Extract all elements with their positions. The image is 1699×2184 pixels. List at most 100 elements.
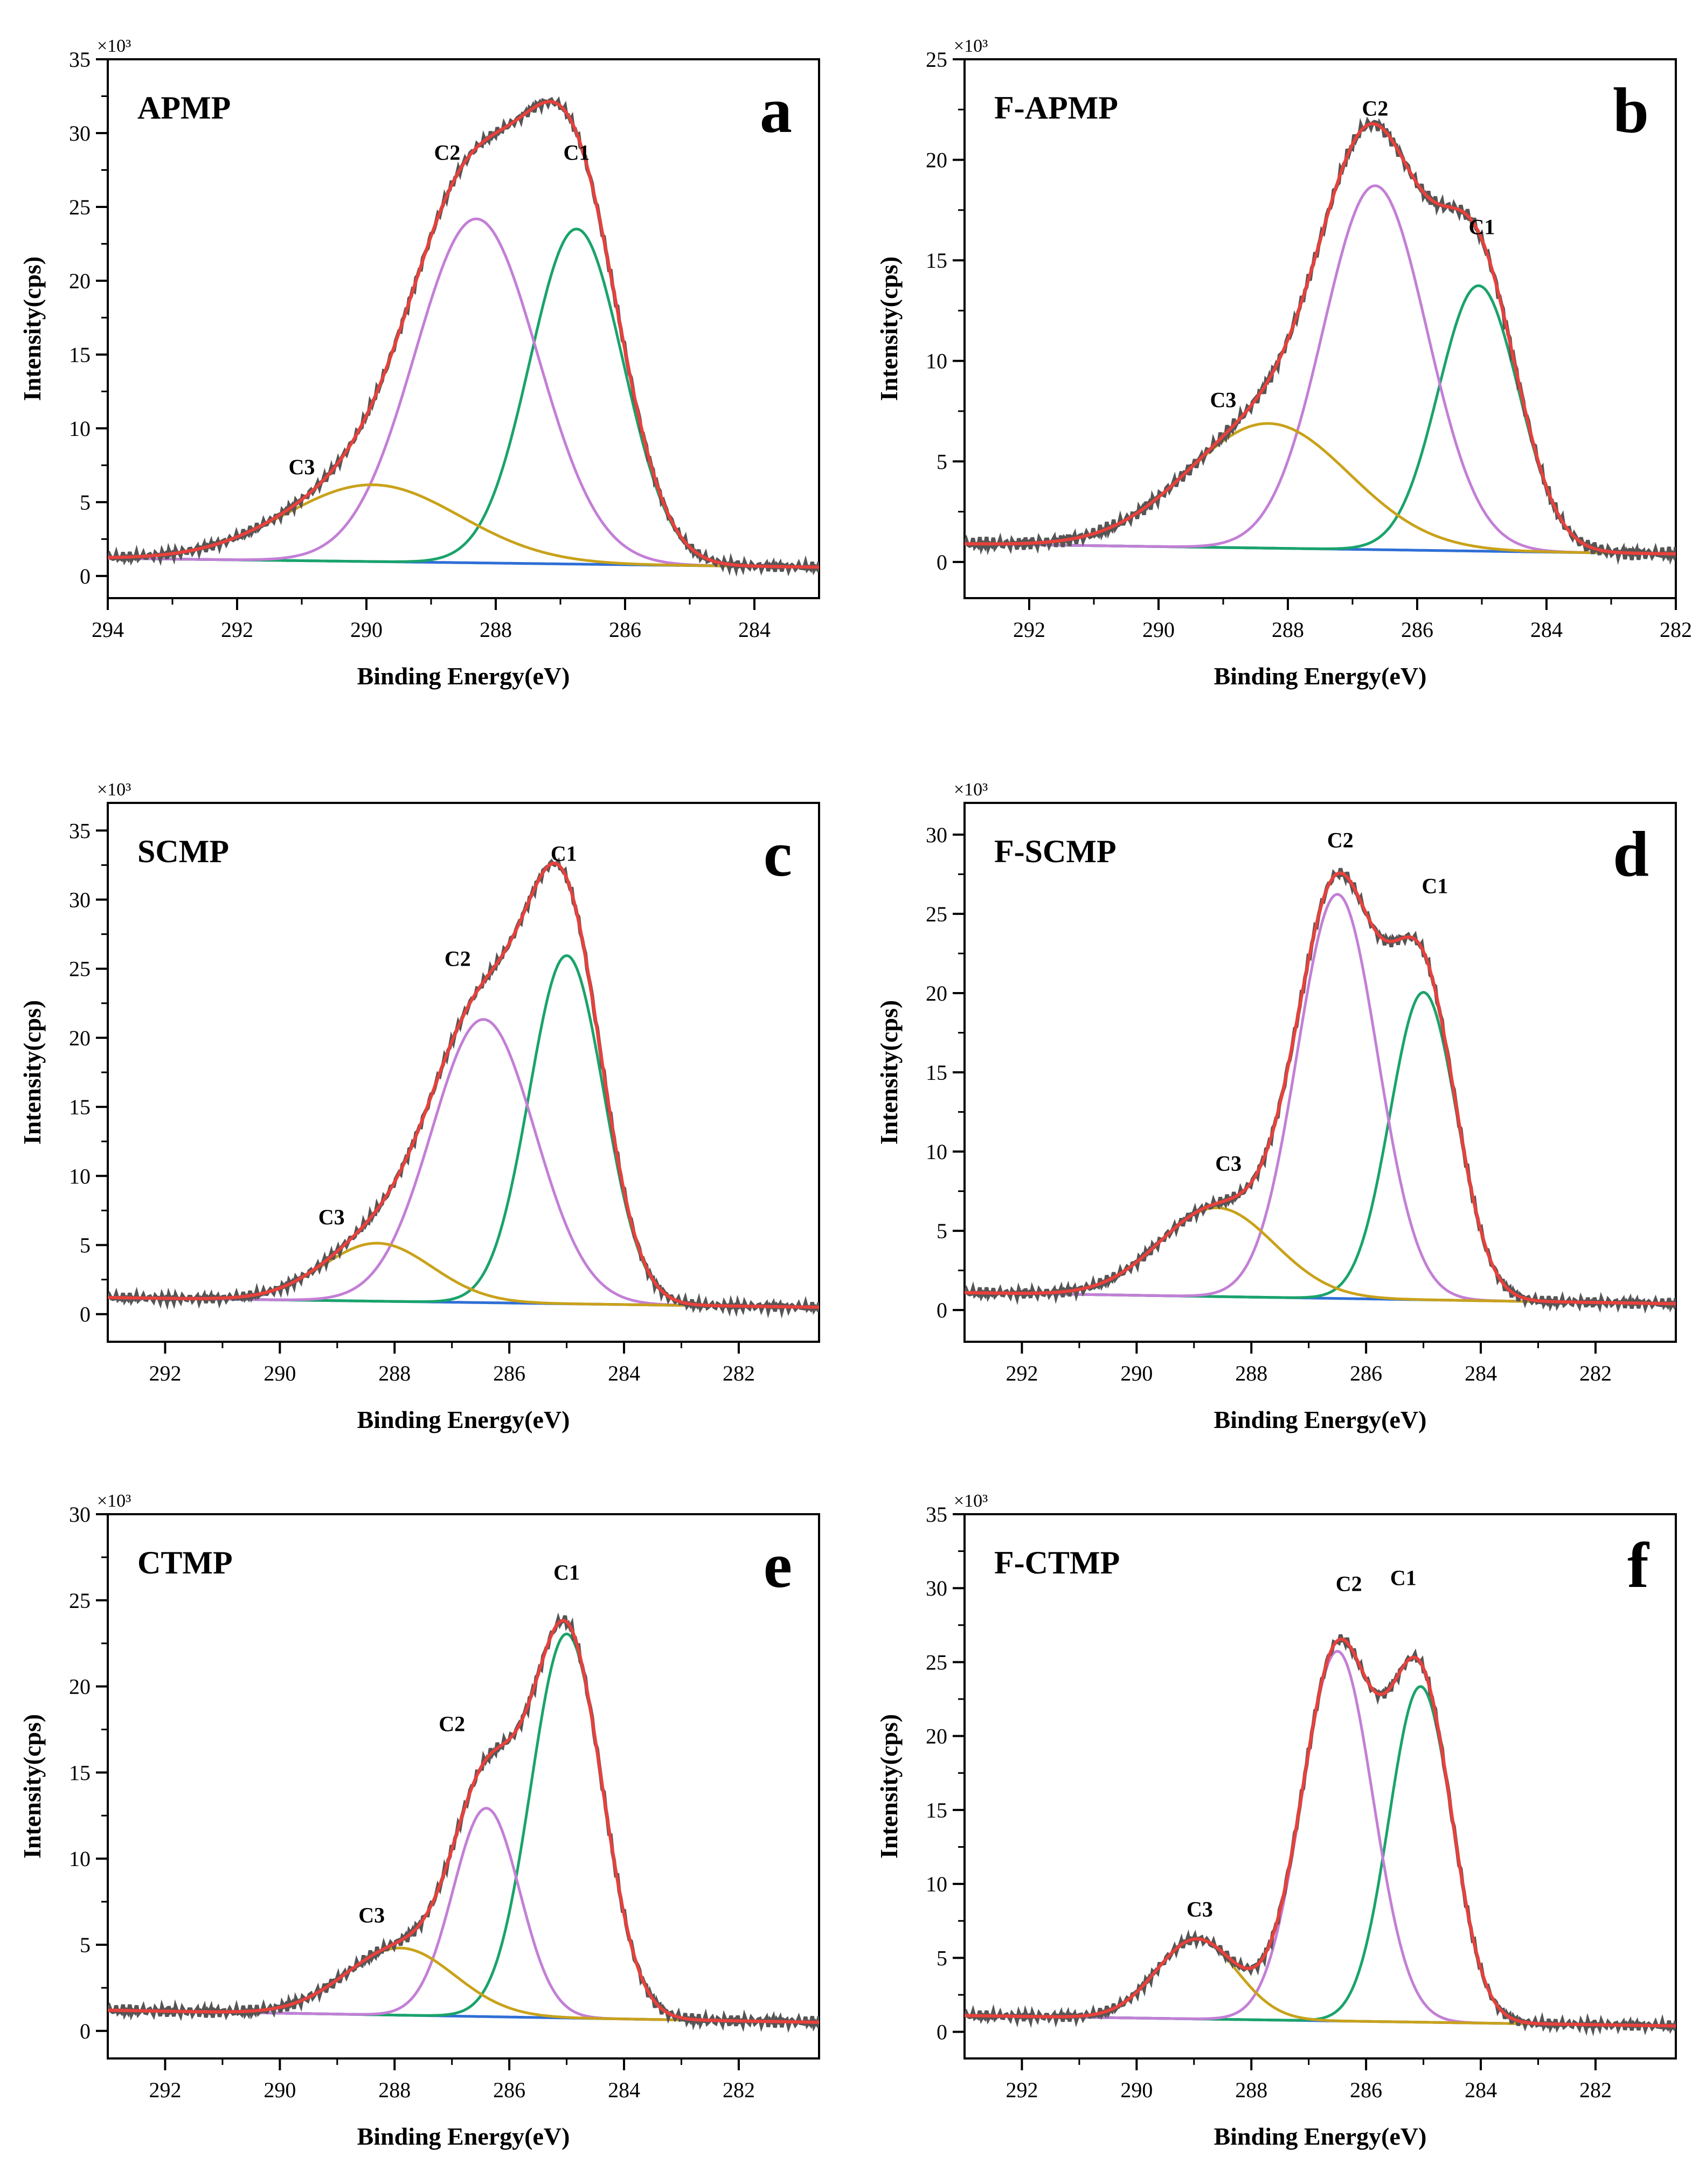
y-tick-label: 20 [926,1724,947,1749]
panel-letter: f [1627,1529,1650,1601]
peak-label-c1: C1 [553,1560,580,1584]
plot-area [108,96,819,577]
raw-data-line [108,857,819,1319]
x-tick-label: 282 [723,2078,755,2102]
y-multiplier: ×10³ [97,36,131,56]
x-tick-label: 284 [608,1361,640,1385]
x-tick-label: 288 [378,1361,411,1385]
envelope-fit-line [108,1619,819,2024]
panel-d: 292 290 288 286 284 282 0 5 10 15 20 25 30 ×10³ Bindin… [875,780,1677,1433]
y-tick-label: 5 [80,490,91,515]
y-tick-label: 5 [937,1219,947,1243]
peak-label-c2: C2 [1327,828,1354,852]
y-tick-label: 35 [926,1502,947,1527]
component-c2-line [108,217,819,568]
panel-letter: a [760,74,792,146]
x-axis-label: Binding Energy(eV) [1214,1406,1427,1433]
envelope-fit-line [108,100,819,569]
peak-label-c3: C3 [358,1903,385,1928]
plot-area [108,857,819,1319]
y-tick-label: 15 [926,1798,947,1822]
x-tick-label: 292 [1005,2078,1038,2102]
panel-a: 294 292 290 288 286 284 0 5 10 15 20 25 30 35 ×10³ Bind… [18,36,820,690]
x-tick-label: 290 [1120,2078,1153,2102]
peak-label-c1: C1 [1390,1566,1417,1590]
y-tick-label: 25 [69,195,91,219]
x-axis-label: Binding Energy(eV) [1214,662,1427,690]
y-tick-label: 30 [69,121,91,145]
plot-area [965,1634,1676,2037]
peak-label-c2: C2 [1336,1572,1362,1596]
component-c1-line [965,990,1676,1305]
plot-area [965,868,1676,1314]
plot-frame [107,58,820,599]
y-tick-label: 30 [69,1502,91,1527]
x-tick-label: 288 [1235,2078,1267,2102]
sample-title: F-SCMP [994,834,1117,869]
peak-label-c1: C1 [1469,215,1495,239]
sample-title: CTMP [137,1545,233,1580]
y-tick-label: 20 [926,148,947,172]
x-tick-label: 282 [1579,2078,1612,2102]
y-tick-label: 5 [80,1233,91,1258]
x-tick-label: 284 [1530,618,1563,642]
x-tick-label: 292 [1013,618,1045,642]
y-tick-label: 25 [926,1650,947,1674]
peak-label-c3: C3 [1187,1897,1213,1922]
x-tick-label: 292 [149,1361,181,1385]
y-multiplier: ×10³ [954,36,988,56]
peak-label-c3: C3 [1210,388,1237,412]
component-c2-line [108,1018,819,1309]
y-tick-label: 10 [926,1872,947,1896]
peak-label-c2: C2 [434,140,461,164]
y-tick-label: 30 [926,823,947,847]
raw-data-line [108,96,819,577]
y-tick-label: 30 [69,888,91,912]
component-c3-line [108,483,819,568]
peak-label-c1: C1 [564,140,590,164]
x-axis-label: Binding Energy(eV) [357,1406,570,1433]
peak-label-c1: C1 [1421,874,1448,898]
x-tick-label: 292 [1005,1361,1038,1385]
y-tick-label: 5 [937,449,947,474]
peak-label-c2: C2 [445,947,471,971]
x-tick-label: 284 [608,2078,640,2102]
x-tick-label: 286 [1401,618,1433,642]
x-tick-label: 292 [221,618,253,642]
y-multiplier: ×10³ [954,1491,988,1511]
component-c1-line [108,1632,819,2024]
y-tick-label: 5 [80,1933,91,1957]
component-c2-line [965,1649,1676,2028]
y-tick-label: 35 [69,819,91,843]
y-tick-label: 30 [926,1576,947,1600]
x-axis-label: Binding Energy(eV) [1214,2123,1427,2150]
x-tick-label: 288 [378,2078,411,2102]
x-tick-label: 284 [1465,2078,1497,2102]
y-tick-label: 20 [926,981,947,1006]
peak-label-c3: C3 [289,455,315,479]
plot-frame [963,58,1677,599]
x-tick-label: 286 [609,618,641,642]
peak-label-c3: C3 [1215,1151,1242,1175]
y-tick-label: 10 [926,1140,947,1164]
panel-c: 292 290 288 286 284 282 0 5 10 15 20 25 30 35 ×10³ Bind… [18,780,820,1433]
sample-title: F-APMP [994,90,1118,126]
envelope-fit-line [108,862,819,1309]
y-tick-label: 10 [926,349,947,373]
plot-frame [107,802,820,1343]
x-axis-label: Binding Energy(eV) [357,2123,570,2150]
plot-frame [963,1513,1677,2060]
peak-label-c2: C2 [1362,96,1389,120]
y-tick-label: 25 [926,47,947,72]
plot-area [965,116,1676,565]
x-tick-label: 286 [493,1361,525,1385]
x-tick-label: 292 [149,2078,181,2102]
y-tick-label: 15 [926,1060,947,1085]
y-axis-label: Intensity(cps) [875,1000,903,1145]
y-tick-label: 35 [69,47,91,72]
plot-frame [963,802,1677,1343]
y-tick-label: 0 [937,1298,947,1322]
component-c1-line [965,1685,1676,2028]
x-tick-label: 290 [263,1361,296,1385]
